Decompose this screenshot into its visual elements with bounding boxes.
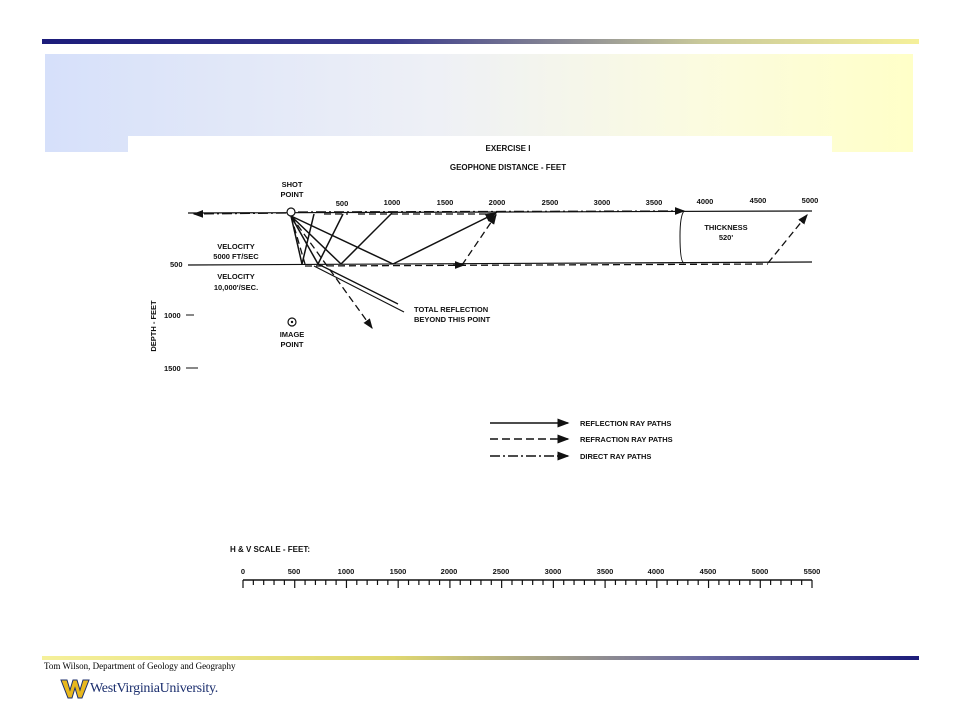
scale-tick: 1500: [390, 567, 407, 576]
distance-tick: 1500: [437, 198, 454, 207]
image-point-label-2: POINT: [281, 340, 304, 349]
shot-point-label-1: SHOT: [282, 180, 303, 189]
distance-tick: 5000: [802, 196, 819, 205]
depth-tick: 1500: [164, 364, 181, 373]
footer-author: Tom Wilson, Department of Geology and Ge…: [44, 661, 236, 671]
scale-tick: 5500: [804, 567, 821, 576]
legend-direct-label: DIRECT RAY PATHS: [580, 452, 651, 461]
legend-reflection-label: REFLECTION RAY PATHS: [580, 419, 671, 428]
seismic-diagram: EXERCISE I GEOPHONE DISTANCE - FEET SHOT…: [128, 136, 832, 600]
scale-tick: 2500: [493, 567, 510, 576]
distance-tick: 2500: [542, 198, 559, 207]
depth-axis-label: DEPTH - FEET: [149, 300, 158, 352]
scale-tick: 1000: [338, 567, 355, 576]
distance-tick: 4500: [750, 196, 767, 205]
scale-tick: 5000: [752, 567, 769, 576]
shot-point-marker: [286, 207, 296, 217]
reflection-rays: [290, 212, 498, 265]
scale-tick: 4500: [700, 567, 717, 576]
diagram-subtitle: GEOPHONE DISTANCE - FEET: [450, 163, 566, 172]
image-point-label-1: IMAGE: [280, 330, 305, 339]
depth-tick: 1000: [164, 311, 181, 320]
legend: REFLECTION RAY PATHS REFRACTION RAY PATH…: [490, 418, 673, 461]
shot-point-label-2: POINT: [281, 190, 304, 199]
thickness-label-2: 520': [719, 233, 734, 242]
wvu-flying-wv-icon: [60, 679, 90, 699]
distance-tick: 4000: [697, 197, 714, 206]
distance-tick: 2000: [489, 198, 506, 207]
total-reflection-ray: [313, 265, 405, 313]
scale-bar-ticks: [242, 580, 813, 588]
scale-tick: 500: [288, 567, 301, 576]
total-reflection-leader: [317, 263, 399, 305]
total-reflection-label-2: BEYOND THIS POINT: [414, 315, 491, 324]
upper-velocity-label-2: 5000 FT/SEC: [213, 252, 259, 261]
scale-tick-labels: 0 500 1000 1500 2000 2500 3000 3500 4000…: [241, 567, 820, 576]
total-reflection-label-1: TOTAL REFLECTION: [414, 305, 488, 314]
scale-tick: 4000: [648, 567, 665, 576]
upper-velocity-label-1: VELOCITY: [217, 242, 255, 251]
title-box: [45, 54, 913, 152]
scale-label: H & V SCALE - FEET:: [230, 545, 310, 554]
lower-velocity-label-1: VELOCITY: [217, 272, 255, 281]
top-divider: [42, 39, 919, 44]
distance-tick-labels: 500 1000 1500 2000 2500 3000 3500 4000 4…: [336, 196, 819, 208]
interface-line: [187, 261, 813, 266]
direct-ray-left: [192, 210, 287, 218]
bottom-divider: [42, 656, 919, 660]
distance-tick: 500: [336, 199, 349, 208]
diagram-svg: EXERCISE I GEOPHONE DISTANCE - FEET SHOT…: [149, 144, 820, 588]
direct-ray-right: [297, 207, 686, 215]
scale-tick: 2000: [441, 567, 458, 576]
thickness-bracket: [679, 210, 685, 264]
scale-tick: 3500: [597, 567, 614, 576]
depth-tick: 500: [170, 260, 183, 269]
thickness-label-1: THICKNESS: [704, 223, 747, 232]
distance-tick: 3000: [594, 198, 611, 207]
lower-velocity-label-2: 10,000'/SEC.: [214, 283, 258, 292]
distance-tick: 3500: [646, 198, 663, 207]
wvu-logo: WestVirginiaUniversity.: [60, 676, 218, 702]
distance-tick: 1000: [384, 198, 401, 207]
scale-tick: 3000: [545, 567, 562, 576]
scale-tick: 0: [241, 567, 245, 576]
legend-refraction-label: REFRACTION RAY PATHS: [580, 435, 673, 444]
image-point-dot: [290, 320, 294, 324]
wvu-logo-text: WestVirginiaUniversity.: [90, 681, 219, 696]
refraction-rays: [290, 213, 808, 330]
diagram-title: EXERCISE I: [486, 144, 531, 153]
